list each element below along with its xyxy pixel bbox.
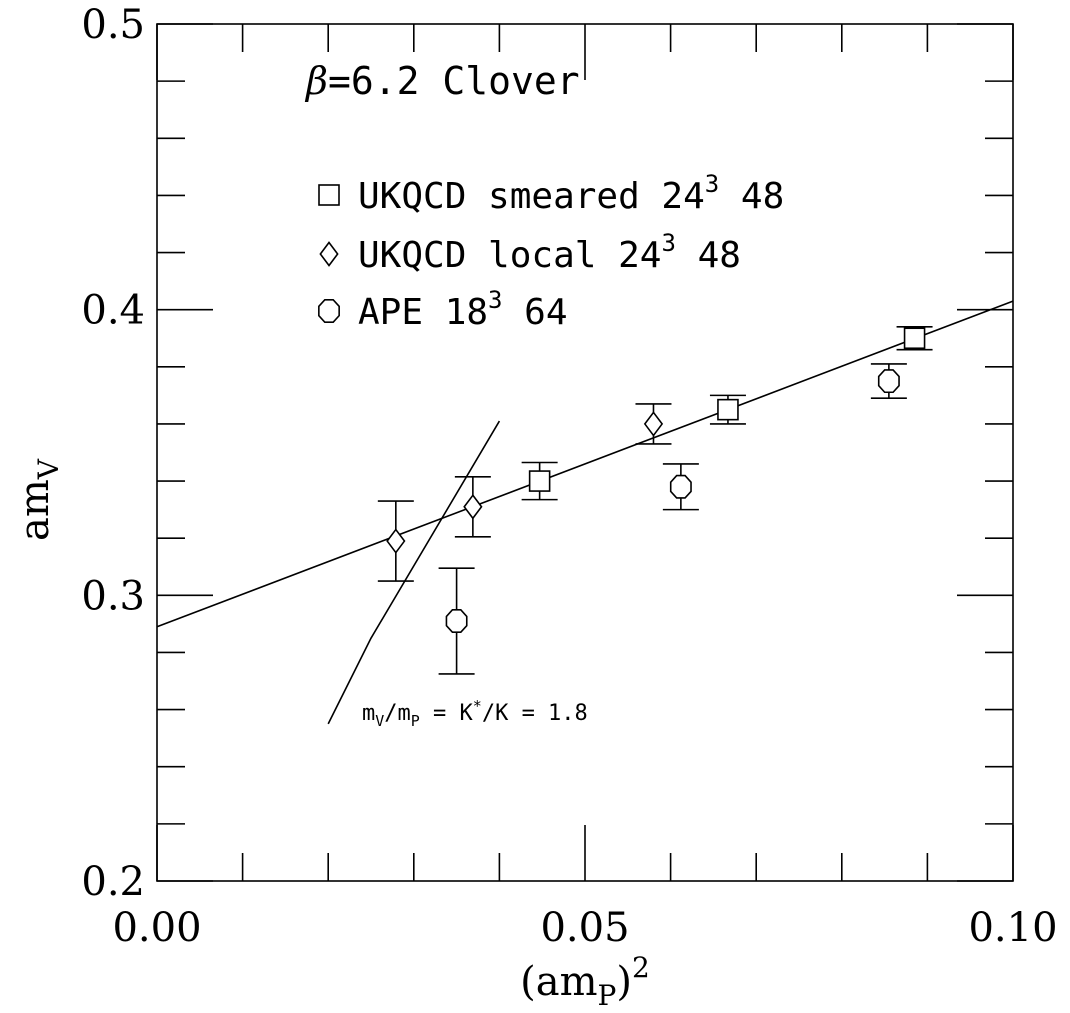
chart-title: β=6.2 Clover	[304, 59, 580, 103]
y-axis-title-sub: V	[32, 458, 65, 480]
legend: UKQCD smeared 243 48 UKQCD local 243 48 AP…	[318, 170, 784, 333]
y-axis-title: amV	[12, 458, 65, 541]
ratio-annotation: mV/mP = K*/K = 1.8	[362, 697, 588, 730]
diamond-marker	[643, 411, 664, 437]
octagon-marker	[445, 609, 468, 634]
x-tick-label: 0.00	[112, 905, 201, 951]
legend-label: UKQCD smeared 243 48	[358, 170, 784, 217]
y-axis-title-main: am	[12, 479, 58, 541]
square-marker	[903, 327, 926, 350]
y-tick-label: 0.2	[81, 859, 145, 905]
x-axis-title-close: )	[616, 959, 632, 1005]
plot-frame	[156, 23, 1014, 882]
data-points	[377, 326, 933, 675]
fit-lines	[156, 300, 1014, 725]
octagon-marker	[669, 474, 692, 499]
ratio-line	[327, 420, 501, 725]
legend-octagon-marker	[318, 299, 340, 323]
x-tick-label: 0.05	[540, 905, 629, 951]
y-tick-label: 0.5	[81, 2, 145, 48]
chart-text: β=6.2 Clover amV (amP)2 mV/mP = K*/K = 1…	[12, 59, 650, 1012]
x-axis-title-main: (am	[520, 959, 597, 1005]
x-axis-title: (amP)2	[520, 951, 650, 1012]
legend-label: UKQCD local 243 48	[358, 229, 741, 276]
legend-square-marker	[318, 184, 340, 206]
legend-label: APE 183 64	[358, 286, 568, 333]
linear-fit-line	[156, 300, 1014, 628]
y-tick-label: 0.3	[81, 573, 145, 619]
diamond-marker	[463, 493, 483, 520]
title-rest: =6.2 Clover	[328, 59, 580, 103]
diamond-marker	[386, 528, 406, 554]
title-symbol: β	[304, 59, 328, 103]
x-axis-title-sup: 2	[632, 951, 650, 984]
legend-diamond-marker	[319, 241, 339, 267]
axes: 0.00 0.05 0.10 0.2 0.3 0.4 0.5	[81, 2, 1057, 951]
x-axis-title-sub: P	[598, 979, 617, 1012]
octagon-marker	[877, 369, 900, 394]
x-tick-label: 0.10	[968, 905, 1057, 951]
square-marker	[717, 398, 739, 421]
square-marker	[528, 470, 551, 492]
y-tick-label: 0.4	[81, 288, 145, 334]
